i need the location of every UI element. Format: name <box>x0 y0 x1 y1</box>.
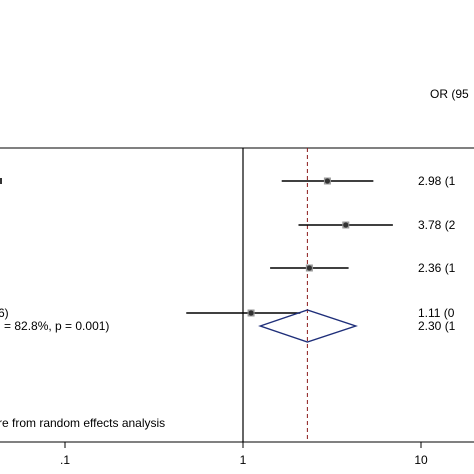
or-ci-header: OR (95 <box>430 87 469 101</box>
study-marks <box>0 177 393 343</box>
clipped-study-marker <box>0 178 2 184</box>
footnote: re from random effects analysis <box>0 416 165 430</box>
study-point <box>248 310 254 316</box>
x-tick-label: 10 <box>414 453 428 467</box>
overall-heterogeneity-label: l = 82.8%, p = 0.001) <box>0 319 109 333</box>
study-point <box>306 265 312 271</box>
study-name-label: 6) <box>0 306 9 320</box>
plot-text: .1 1 10 OR (95 2.98 (1 3.78 (2 2.36 (1 1.11 (0 6… <box>0 87 469 467</box>
x-tick-label: .1 <box>60 453 70 467</box>
study-or-label: 2.98 (1 <box>418 174 456 188</box>
study-or-label: 2.36 (1 <box>418 261 456 275</box>
study-or-label: 3.78 (2 <box>418 218 456 232</box>
overall-diamond <box>258 309 358 343</box>
study-point <box>324 178 331 184</box>
overall-or-label: 2.30 (1 <box>418 319 456 333</box>
study-or-label: 1.11 (0 <box>418 306 455 320</box>
study-point <box>343 222 349 228</box>
reference-lines <box>0 147 474 448</box>
x-tick-label: 1 <box>240 453 247 467</box>
